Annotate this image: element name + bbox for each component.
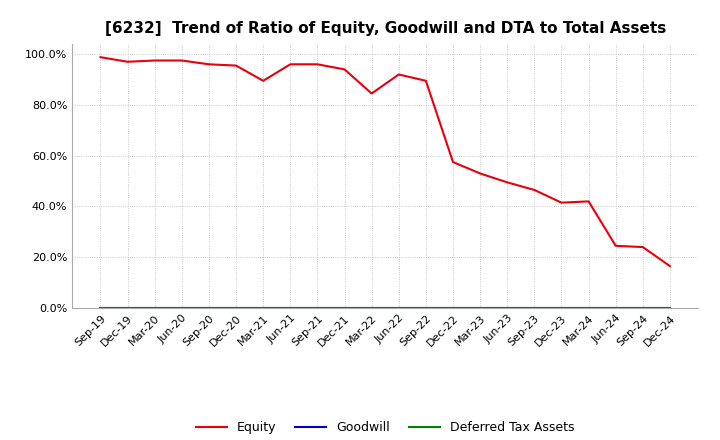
Equity [611, 243, 620, 249]
Goodwill [150, 305, 159, 311]
Deferred Tax Assets [313, 305, 322, 311]
Goodwill [421, 305, 430, 311]
Goodwill [123, 305, 132, 311]
Equity [395, 72, 403, 77]
Deferred Tax Assets [259, 305, 268, 311]
Deferred Tax Assets [150, 305, 159, 311]
Equity [178, 58, 186, 63]
Goodwill [204, 305, 213, 311]
Goodwill [96, 305, 105, 311]
Equity [232, 63, 240, 68]
Equity [367, 91, 376, 96]
Deferred Tax Assets [367, 305, 376, 311]
Equity [665, 264, 674, 269]
Goodwill [367, 305, 376, 311]
Goodwill [341, 305, 349, 311]
Deferred Tax Assets [530, 305, 539, 311]
Title: [6232]  Trend of Ratio of Equity, Goodwill and DTA to Total Assets: [6232] Trend of Ratio of Equity, Goodwil… [104, 21, 666, 36]
Equity [123, 59, 132, 64]
Equity [341, 67, 349, 72]
Goodwill [286, 305, 294, 311]
Equity [530, 187, 539, 193]
Deferred Tax Assets [421, 305, 430, 311]
Equity [204, 62, 213, 67]
Goodwill [476, 305, 485, 311]
Equity [150, 58, 159, 63]
Equity [639, 245, 647, 250]
Deferred Tax Assets [232, 305, 240, 311]
Deferred Tax Assets [449, 305, 457, 311]
Equity [557, 200, 566, 205]
Goodwill [584, 305, 593, 311]
Deferred Tax Assets [639, 305, 647, 311]
Deferred Tax Assets [611, 305, 620, 311]
Goodwill [639, 305, 647, 311]
Goodwill [259, 305, 268, 311]
Equity [449, 159, 457, 165]
Equity [584, 199, 593, 204]
Equity [96, 55, 105, 60]
Deferred Tax Assets [395, 305, 403, 311]
Deferred Tax Assets [96, 305, 105, 311]
Deferred Tax Assets [341, 305, 349, 311]
Goodwill [557, 305, 566, 311]
Goodwill [232, 305, 240, 311]
Deferred Tax Assets [503, 305, 511, 311]
Goodwill [449, 305, 457, 311]
Goodwill [503, 305, 511, 311]
Goodwill [611, 305, 620, 311]
Deferred Tax Assets [557, 305, 566, 311]
Goodwill [395, 305, 403, 311]
Equity [259, 78, 268, 84]
Equity [286, 62, 294, 67]
Equity [313, 62, 322, 67]
Deferred Tax Assets [178, 305, 186, 311]
Goodwill [313, 305, 322, 311]
Equity [503, 180, 511, 185]
Equity [476, 171, 485, 176]
Deferred Tax Assets [476, 305, 485, 311]
Equity [421, 78, 430, 84]
Deferred Tax Assets [204, 305, 213, 311]
Goodwill [530, 305, 539, 311]
Deferred Tax Assets [286, 305, 294, 311]
Deferred Tax Assets [584, 305, 593, 311]
Deferred Tax Assets [665, 305, 674, 311]
Legend: Equity, Goodwill, Deferred Tax Assets: Equity, Goodwill, Deferred Tax Assets [191, 416, 580, 439]
Goodwill [665, 305, 674, 311]
Goodwill [178, 305, 186, 311]
Line: Equity: Equity [101, 57, 670, 266]
Deferred Tax Assets [123, 305, 132, 311]
